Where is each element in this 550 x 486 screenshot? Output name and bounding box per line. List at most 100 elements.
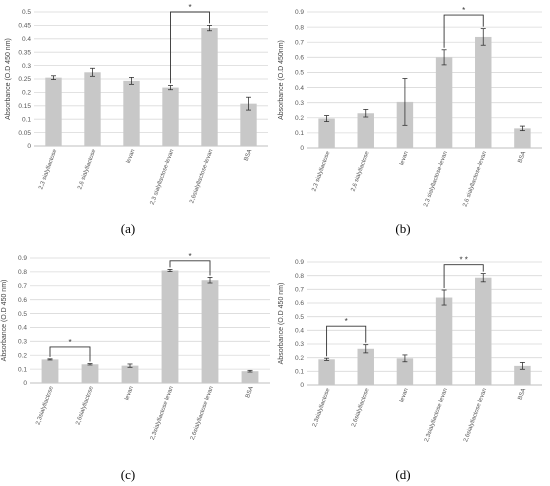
category-label: 2,3 sialyllactose-levan: [150, 149, 176, 206]
significance-label: *: [68, 338, 71, 347]
significance-label: *: [188, 3, 191, 12]
significance-bracket: [326, 325, 367, 357]
y-tick-label: 0.7: [295, 287, 304, 294]
y-tick-label: 0.4: [18, 325, 27, 332]
bar: [475, 277, 492, 385]
y-tick-label: 0.45: [18, 23, 31, 30]
chart-panel-3: 0 0.1 0.2 0.3 0.4 0.5 0.6 0.7 0.8 0.9 Absorbance (…: [1, 252, 270, 482]
bar: [161, 270, 179, 383]
significance-bracket: [49, 346, 91, 362]
y-tick-label: 0.9: [295, 259, 304, 266]
y-tick-label: 0.9: [18, 255, 27, 262]
category-label: 2,3 sialyllactose: [311, 150, 331, 192]
bar: [357, 348, 374, 385]
y-tick-label: 0.6: [295, 300, 304, 307]
y-tick-label: 0: [300, 382, 304, 389]
bar: [84, 72, 101, 146]
y-tick-label: 0.2: [22, 90, 31, 97]
y-tick-label: 0.2: [295, 355, 304, 362]
y-tick-label: 0.8: [295, 273, 304, 280]
significance-label: *: [462, 6, 465, 15]
category-label: 2,6sialyllactose levan: [190, 386, 215, 441]
y-tick-label: 0.5: [18, 311, 27, 318]
bar: [435, 297, 453, 385]
panel-label: (d): [395, 467, 410, 482]
chart-panel-1: 0 0.05 0.1 0.15 0.2 0.25 0.3 0.35 0.4 0.45 0.5 Abso…: [5, 3, 268, 236]
bar: [81, 364, 99, 383]
significance-label: * *: [459, 256, 467, 265]
significance-label: *: [345, 317, 348, 326]
bar: [41, 359, 59, 383]
y-tick-label: 0: [27, 143, 31, 150]
y-tick-label: 0.3: [22, 63, 31, 70]
y-tick-label: 0: [300, 145, 304, 152]
bar: [435, 57, 453, 149]
y-tick-label: 0.2: [18, 352, 27, 359]
category-label: 2,6 sialyllactose: [351, 150, 371, 192]
y-tick-label: 0.5: [295, 70, 304, 77]
y-tick-label: 0.3: [295, 100, 304, 107]
y-axis-label: Absorbance (O.D 450 nm): [1, 280, 8, 362]
bar: [514, 128, 531, 148]
bar: [318, 118, 335, 148]
y-tick-label: 0.15: [18, 103, 31, 110]
category-label: 2,6sialyllactose: [75, 385, 95, 426]
significance-bracket: [170, 11, 210, 84]
y-tick-label: 0: [23, 380, 27, 387]
category-label: 2,3 sialyllactose: [38, 148, 58, 190]
bar: [45, 77, 62, 146]
category-label: 2,3sialyllactose: [312, 387, 332, 428]
y-tick-label: 0.8: [295, 24, 304, 31]
category-label: 2,6sialyllactose levan: [463, 388, 488, 443]
bar: [514, 365, 531, 385]
y-tick-label: 0.1: [18, 366, 27, 373]
bar: [318, 359, 335, 385]
y-axis-label: Absorbance (O.D 450nm): [278, 40, 285, 120]
bar: [201, 28, 218, 146]
bar: [475, 36, 492, 148]
y-tick-label: 0.8: [18, 269, 27, 276]
y-tick-label: 0.35: [18, 49, 31, 56]
bar: [162, 87, 179, 146]
y-tick-label: 0.2: [295, 115, 304, 122]
y-tick-label: 0.4: [295, 85, 304, 92]
category-label: 2,3sialyllactose: [35, 385, 55, 426]
y-tick-label: 0.3: [18, 339, 27, 346]
y-tick-label: 0.1: [295, 130, 304, 137]
y-tick-label: 0.6: [18, 297, 27, 304]
y-tick-label: 0.4: [295, 328, 304, 335]
category-label: levan: [399, 151, 410, 167]
bar: [396, 358, 414, 385]
chart-panel-4: 0 0.1 0.2 0.3 0.4 0.5 0.6 0.7 0.8 0.9 Absorbance (…: [278, 256, 542, 482]
y-tick-label: 0.4: [22, 36, 31, 43]
y-tick-label: 0.5: [22, 9, 31, 16]
category-label: BSA: [518, 151, 528, 164]
category-label: 2,3sialyllactose levan: [424, 388, 449, 443]
category-label: 2,6sialyllactose: [351, 387, 371, 428]
category-label: 2,6 sialyllactose: [77, 148, 97, 190]
y-axis-label: Absorbance (O.D 450 nm): [5, 38, 12, 120]
bar: [240, 103, 257, 146]
category-label: 2,3sialyllactose levan: [150, 386, 175, 441]
bar: [357, 113, 374, 148]
bar: [201, 280, 219, 383]
category-label: 2,6 sialyllactose-levan: [462, 151, 488, 208]
y-tick-label: 0.1: [295, 369, 304, 376]
y-tick-label: 0.1: [22, 116, 31, 123]
y-tick-label: 0.9: [295, 9, 304, 16]
category-label: levan: [126, 149, 137, 165]
panel-label: (c): [121, 467, 135, 482]
category-label: levan: [399, 388, 410, 404]
category-label: 2,6sialyllactose-levan: [189, 149, 214, 205]
significance-label: *: [188, 252, 191, 261]
bar: [241, 371, 259, 383]
y-tick-label: 0.3: [295, 341, 304, 348]
y-tick-label: 0.5: [295, 314, 304, 321]
panel-label: (a): [121, 221, 135, 236]
significance-bracket: [169, 260, 211, 276]
y-axis-label: Absorbance (O.D 450 nm): [278, 283, 285, 365]
chart-panel-2: 0 0.1 0.2 0.3 0.4 0.5 0.6 0.7 0.8 0.9 Absorbance (…: [278, 6, 542, 236]
category-label: BSA: [518, 388, 528, 401]
y-tick-label: 0.05: [18, 130, 31, 137]
